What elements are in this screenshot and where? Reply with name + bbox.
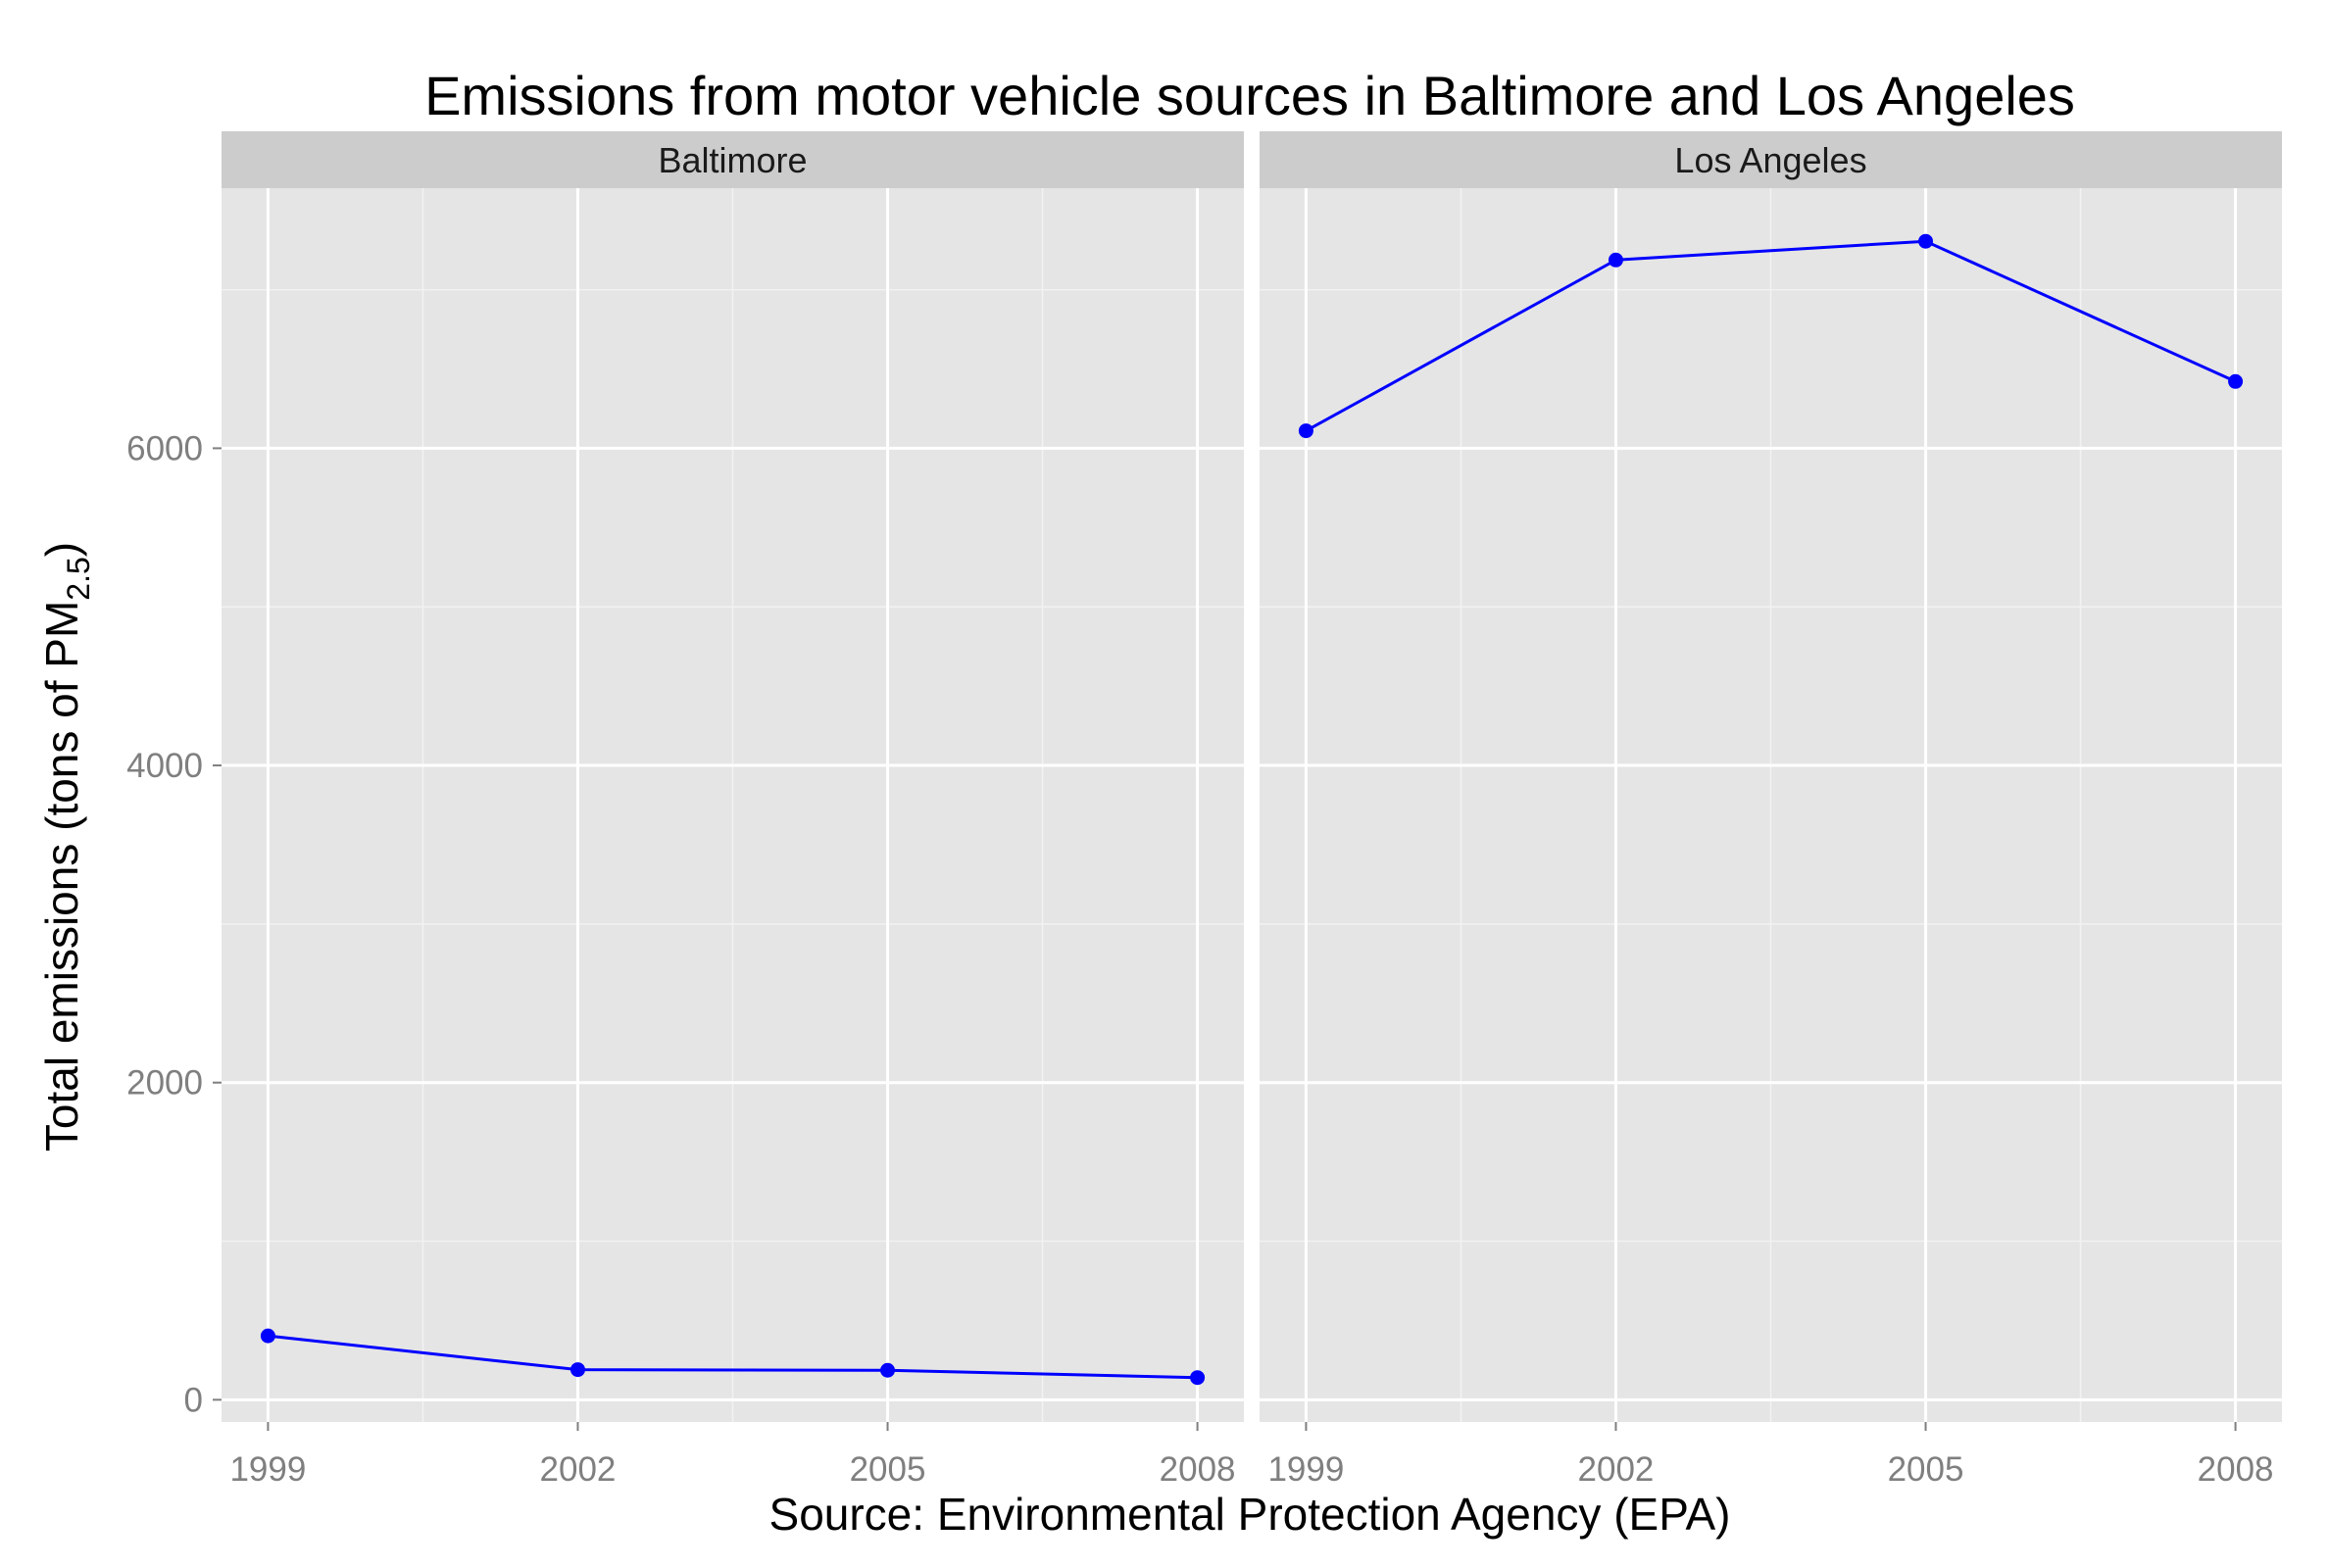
x-tick-label: 1999	[229, 1450, 306, 1489]
y-axis-title: Total emissions (tons of PM2.5)	[36, 542, 96, 1152]
x-tick-label: 2005	[850, 1450, 926, 1489]
data-point-los-angeles-1999	[1298, 423, 1313, 439]
facet-strip-baltimore	[222, 131, 1244, 188]
data-point-baltimore-2002	[570, 1362, 585, 1378]
x-tick-label: 2002	[540, 1450, 617, 1489]
x-tick-label: 1999	[1267, 1450, 1344, 1489]
data-point-los-angeles-2005	[1918, 233, 1934, 249]
y-axis-title-close: )	[36, 542, 87, 557]
x-axis-title: Source: Environmental Protection Agency …	[769, 1489, 1731, 1540]
facet-strip-los-angeles	[1260, 131, 2282, 188]
x-tick-label: 2002	[1578, 1450, 1655, 1489]
y-tick-label: 2000	[126, 1064, 203, 1102]
y-axis-title-main: Total emissions (tons of PM	[36, 601, 87, 1152]
x-tick-label: 2005	[1888, 1450, 1964, 1489]
y-tick-label: 6000	[126, 429, 203, 467]
series-line-los-angeles	[1305, 239, 2237, 432]
data-point-baltimore-2005	[880, 1362, 896, 1378]
chart-title: Emissions from motor vehicle sources in …	[424, 65, 2075, 126]
y-tick-label: 0	[184, 1381, 203, 1419]
facet-panels: Baltimore 1999 2002 2005 2008 Los Angeles 1999…	[126, 131, 2282, 1489]
series-line-baltimore	[268, 1334, 1198, 1380]
data-point-los-angeles-2008	[2228, 373, 2244, 389]
data-point-baltimore-2008	[1190, 1370, 1206, 1386]
x-tick-label: 2008	[2198, 1450, 2274, 1489]
facet-label-baltimore: Baltimore	[658, 140, 807, 180]
data-point-los-angeles-2002	[1608, 252, 1623, 268]
y-axis-title-subscript: 2.5	[61, 557, 96, 600]
data-point-baltimore-1999	[260, 1328, 275, 1344]
facet-label-los-angeles: Los Angeles	[1674, 140, 1866, 180]
x-tick-label: 2008	[1160, 1450, 1236, 1489]
y-tick-label: 4000	[126, 747, 203, 785]
